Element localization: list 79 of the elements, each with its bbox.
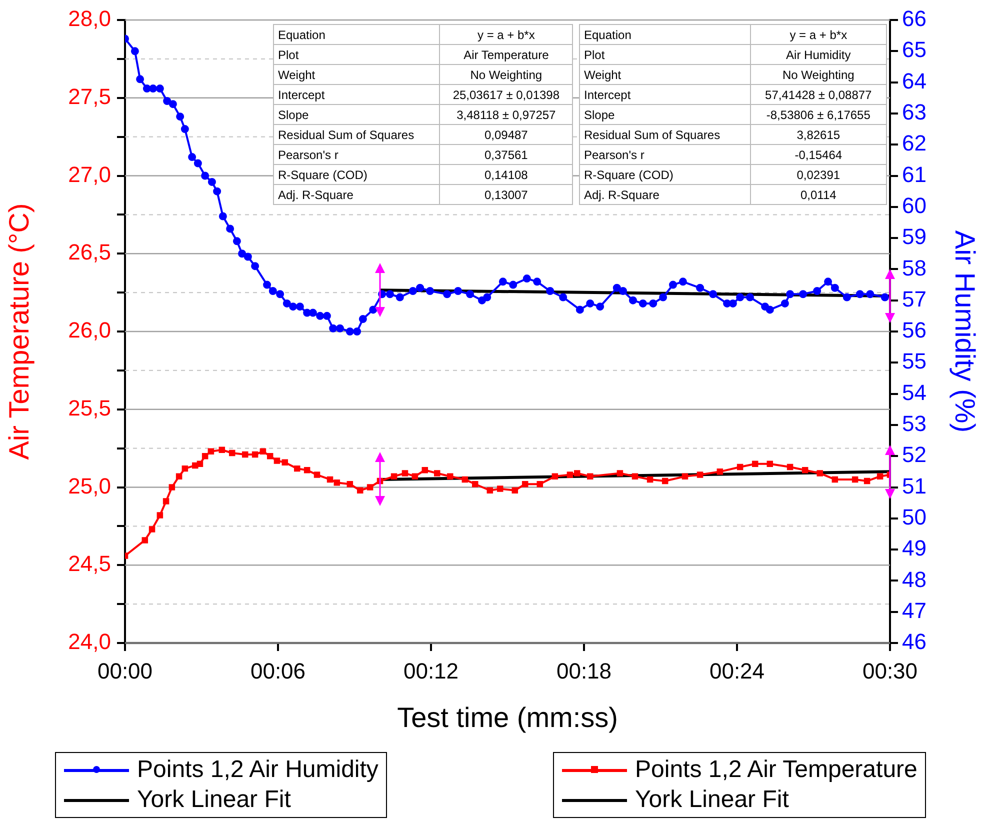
annotation: Air Humidity bbox=[750, 44, 886, 64]
annotation: Intercept bbox=[274, 84, 440, 104]
y-tick-label: 28,0 bbox=[68, 6, 111, 32]
annotation: Intercept bbox=[580, 84, 750, 104]
annotation: Adj. R-Square bbox=[274, 184, 440, 204]
x-tick-label: 00:06 bbox=[250, 658, 306, 684]
annotation: Adj. R-Square bbox=[580, 184, 750, 204]
annotation: 0,09487 bbox=[440, 124, 572, 144]
annotation: Pearson's r bbox=[274, 144, 440, 164]
y2-tick-label: 63 bbox=[902, 100, 926, 125]
annotation: Slope bbox=[274, 104, 440, 124]
legend-label: Points 1,2 Air Temperature bbox=[635, 756, 918, 784]
x-axis-title: Test time (mm:ss) bbox=[397, 702, 618, 733]
annotation: Weight bbox=[274, 64, 440, 84]
annotation: y = a + b*x bbox=[440, 24, 572, 44]
x-tick-label: 00:00 bbox=[97, 658, 153, 684]
y2-tick-label: 56 bbox=[902, 318, 926, 343]
annotation: Weight bbox=[580, 64, 750, 84]
legend-label: Points 1,2 Air Humidity bbox=[137, 756, 378, 784]
annotation: No Weighting bbox=[440, 64, 572, 84]
annotation: -8,53806 ± 6,17655 bbox=[750, 104, 886, 124]
annotation: Slope bbox=[580, 104, 750, 124]
annotation: y = a + b*x bbox=[750, 24, 886, 44]
y2-tick-label: 51 bbox=[902, 473, 926, 498]
y2-tick-label: 48 bbox=[902, 566, 926, 592]
annotation: Air Temperature bbox=[440, 44, 572, 64]
y2-axis-title: Air Humidity (%) bbox=[949, 230, 980, 433]
y2-tick-label: 64 bbox=[902, 68, 926, 94]
y2-tick-label: 66 bbox=[902, 6, 926, 32]
y2-tick-label: 62 bbox=[902, 130, 926, 156]
legend-label: York Linear Fit bbox=[635, 786, 789, 814]
annotation: Equation bbox=[274, 24, 440, 44]
annotation: 0,37561 bbox=[440, 144, 572, 164]
annotation: -0,15464 bbox=[750, 144, 886, 164]
x-tick-label: 00:30 bbox=[862, 658, 918, 684]
y2-tick-label: 50 bbox=[902, 504, 926, 530]
annotation: R-Square (COD) bbox=[580, 164, 750, 184]
y-tick-label: 25,0 bbox=[68, 473, 111, 498]
y2-tick-label: 54 bbox=[902, 380, 926, 405]
annotation: 25,03617 ± 0,01398 bbox=[440, 84, 572, 104]
y2-tick-label: 53 bbox=[902, 411, 926, 436]
y2-tick-label: 47 bbox=[902, 598, 926, 623]
annotation: 0,14108 bbox=[440, 164, 572, 184]
annotation: Residual Sum of Squares bbox=[580, 124, 750, 144]
y-tick-label: 27,5 bbox=[68, 84, 111, 109]
y-tick-label: 24,0 bbox=[68, 629, 111, 654]
annotation: 3,48118 ± 0,97257 bbox=[440, 104, 572, 124]
y-tick-label: 27,0 bbox=[68, 162, 111, 187]
x-tick-label: 00:18 bbox=[556, 658, 612, 684]
y2-tick-label: 65 bbox=[902, 37, 926, 62]
y2-tick-label: 61 bbox=[902, 162, 926, 187]
annotation: No Weighting bbox=[750, 64, 886, 84]
x-tick-label: 00:12 bbox=[403, 658, 459, 684]
annotation: Residual Sum of Squares bbox=[274, 124, 440, 144]
y2-tick-label: 49 bbox=[902, 536, 926, 561]
annotation: Equation bbox=[580, 24, 750, 44]
annotation: 0,13007 bbox=[440, 184, 572, 204]
legend-label: York Linear Fit bbox=[137, 786, 291, 814]
annotation: 3,82615 bbox=[750, 124, 886, 144]
annotation: Pearson's r bbox=[580, 144, 750, 164]
y2-tick-label: 59 bbox=[902, 224, 926, 250]
annotation: 0,0114 bbox=[750, 184, 886, 204]
y-tick-label: 26,5 bbox=[68, 240, 111, 265]
y-tick-label: 24,5 bbox=[68, 551, 111, 576]
annotation: R-Square (COD) bbox=[274, 164, 440, 184]
annotation: 57,41428 ± 0,08877 bbox=[750, 84, 886, 104]
y-tick-label: 26,0 bbox=[68, 318, 111, 343]
y2-tick-label: 55 bbox=[902, 348, 926, 374]
y2-tick-label: 60 bbox=[902, 192, 926, 218]
y2-tick-label: 58 bbox=[902, 255, 926, 280]
y-axis-title: Air Temperature (°C) bbox=[4, 203, 35, 460]
annotation: Plot bbox=[274, 44, 440, 64]
y2-tick-label: 46 bbox=[902, 629, 926, 654]
y2-tick-label: 52 bbox=[902, 442, 926, 468]
annotation: 0,02391 bbox=[750, 164, 886, 184]
annotation: Plot bbox=[580, 44, 750, 64]
y-tick-label: 25,5 bbox=[68, 395, 111, 420]
y2-tick-label: 57 bbox=[902, 286, 926, 312]
x-tick-label: 00:24 bbox=[709, 658, 765, 684]
